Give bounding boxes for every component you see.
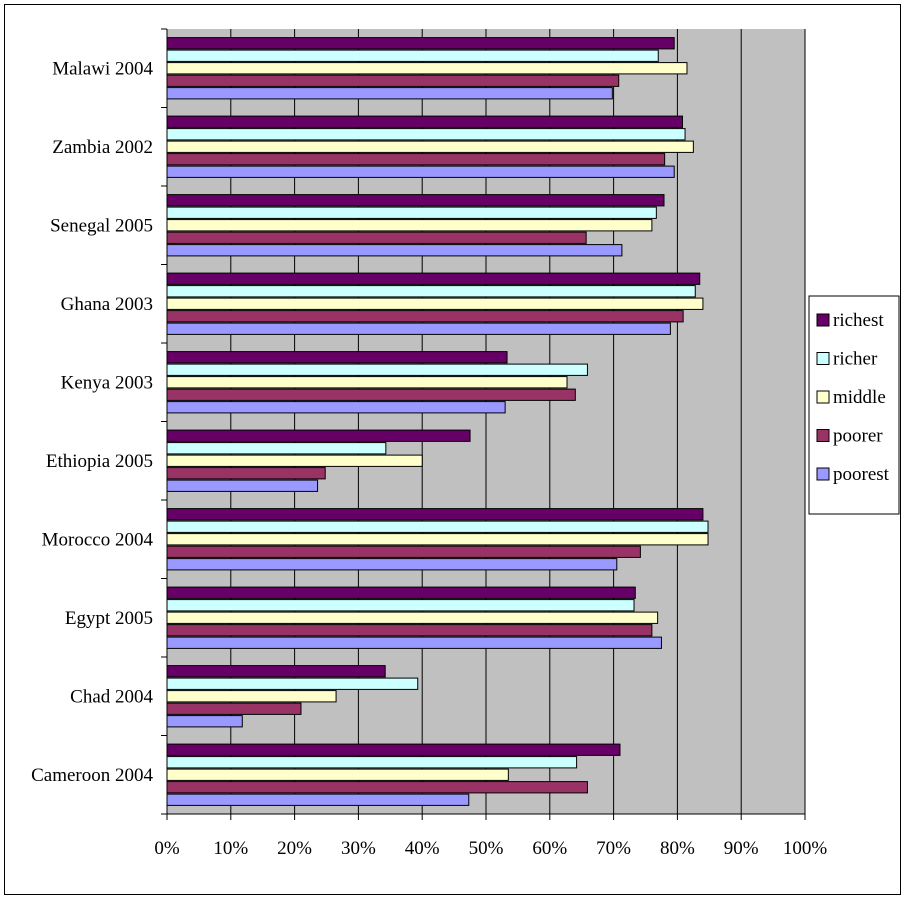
x-tick-label: 20% xyxy=(277,838,312,859)
x-tick-label: 90% xyxy=(724,838,759,859)
bar-richest xyxy=(166,351,508,364)
category-label: Malawi 2004 xyxy=(52,58,153,79)
bar-middle xyxy=(166,768,509,781)
category-label: Chad 2004 xyxy=(70,686,153,707)
x-tick-label: 10% xyxy=(213,838,248,859)
legend-swatch-richest xyxy=(816,313,830,327)
bar-poorest xyxy=(166,793,470,806)
category-label: Egypt 2005 xyxy=(65,608,153,629)
bar-richer xyxy=(166,363,588,376)
bar-poorer xyxy=(166,388,576,401)
bar-poorer xyxy=(166,781,588,794)
bar-middle xyxy=(166,140,694,153)
x-tick-label: 70% xyxy=(596,838,631,859)
bar-poorer xyxy=(166,310,684,323)
x-tick-label: 40% xyxy=(405,838,440,859)
category-label: Ethiopia 2005 xyxy=(46,451,153,472)
legend-swatch-richer xyxy=(816,352,830,365)
bar-poorest xyxy=(166,715,243,728)
bar-middle xyxy=(166,611,659,624)
bar-richer xyxy=(166,49,659,62)
bar-poorest xyxy=(166,401,506,414)
category-label: Senegal 2005 xyxy=(50,215,153,236)
legend: richest richer middle poorer poorest xyxy=(808,295,900,515)
x-tick-label: 30% xyxy=(341,838,376,859)
bar-middle xyxy=(166,62,688,75)
x-tick-label: 50% xyxy=(469,838,504,859)
bar-richer xyxy=(166,677,419,690)
bar-richer xyxy=(166,206,657,219)
category-label: Kenya 2003 xyxy=(61,372,153,393)
bar-richer xyxy=(166,442,387,455)
bar-richest xyxy=(166,115,684,128)
bar-richest xyxy=(166,272,701,285)
bar-poorer xyxy=(166,231,587,244)
bar-poorer xyxy=(166,467,326,480)
bar-richest xyxy=(166,194,665,207)
bar-richest xyxy=(166,429,471,442)
bar-poorest xyxy=(166,558,618,571)
legend-label-poorer: poorer xyxy=(833,426,883,447)
bar-richer xyxy=(166,599,635,612)
bar-richest xyxy=(166,743,621,756)
x-tick-label: 80% xyxy=(660,838,695,859)
bar-richest xyxy=(166,586,636,599)
bar-middle xyxy=(166,376,568,389)
bar-richer xyxy=(166,128,686,141)
category-label: Ghana 2003 xyxy=(61,294,153,315)
bar-poorer xyxy=(166,624,653,637)
x-tick-label: 100% xyxy=(783,838,828,859)
bar-poorest xyxy=(166,636,662,649)
bar-middle xyxy=(166,297,704,310)
bar-middle xyxy=(166,533,709,546)
legend-label-middle: middle xyxy=(833,387,886,408)
bar-middle xyxy=(166,454,423,467)
bar-middle xyxy=(166,219,653,232)
bar-poorest xyxy=(166,244,623,257)
legend-swatch-poorest xyxy=(816,467,830,481)
bar-richest xyxy=(166,665,386,678)
bar-poorest xyxy=(166,322,671,335)
legend-swatch-middle xyxy=(816,390,830,404)
legend-label-richest: richest xyxy=(833,310,884,331)
category-label: Cameroon 2004 xyxy=(31,765,153,786)
bar-poorest xyxy=(166,165,675,178)
bar-middle xyxy=(166,690,337,703)
bar-richer xyxy=(166,520,709,533)
bar-poorest xyxy=(166,479,319,492)
bar-poorer xyxy=(166,153,666,166)
bar-richer xyxy=(166,285,696,298)
bar-richest xyxy=(166,37,675,50)
legend-swatch-poorer xyxy=(816,429,830,442)
bar-poorest xyxy=(166,87,613,100)
category-label: Zambia 2002 xyxy=(52,137,153,158)
legend-label-poorest: poorest xyxy=(833,464,890,485)
bar-richer xyxy=(166,756,578,769)
category-label: Morocco 2004 xyxy=(42,529,154,550)
x-tick-label: 0% xyxy=(154,838,180,859)
x-tick-label: 60% xyxy=(532,838,567,859)
bar-richest xyxy=(166,508,704,521)
bar-poorer xyxy=(166,545,641,558)
bar-poorer xyxy=(166,74,620,87)
bar-poorer xyxy=(166,702,302,715)
legend-label-richer: richer xyxy=(833,349,878,370)
